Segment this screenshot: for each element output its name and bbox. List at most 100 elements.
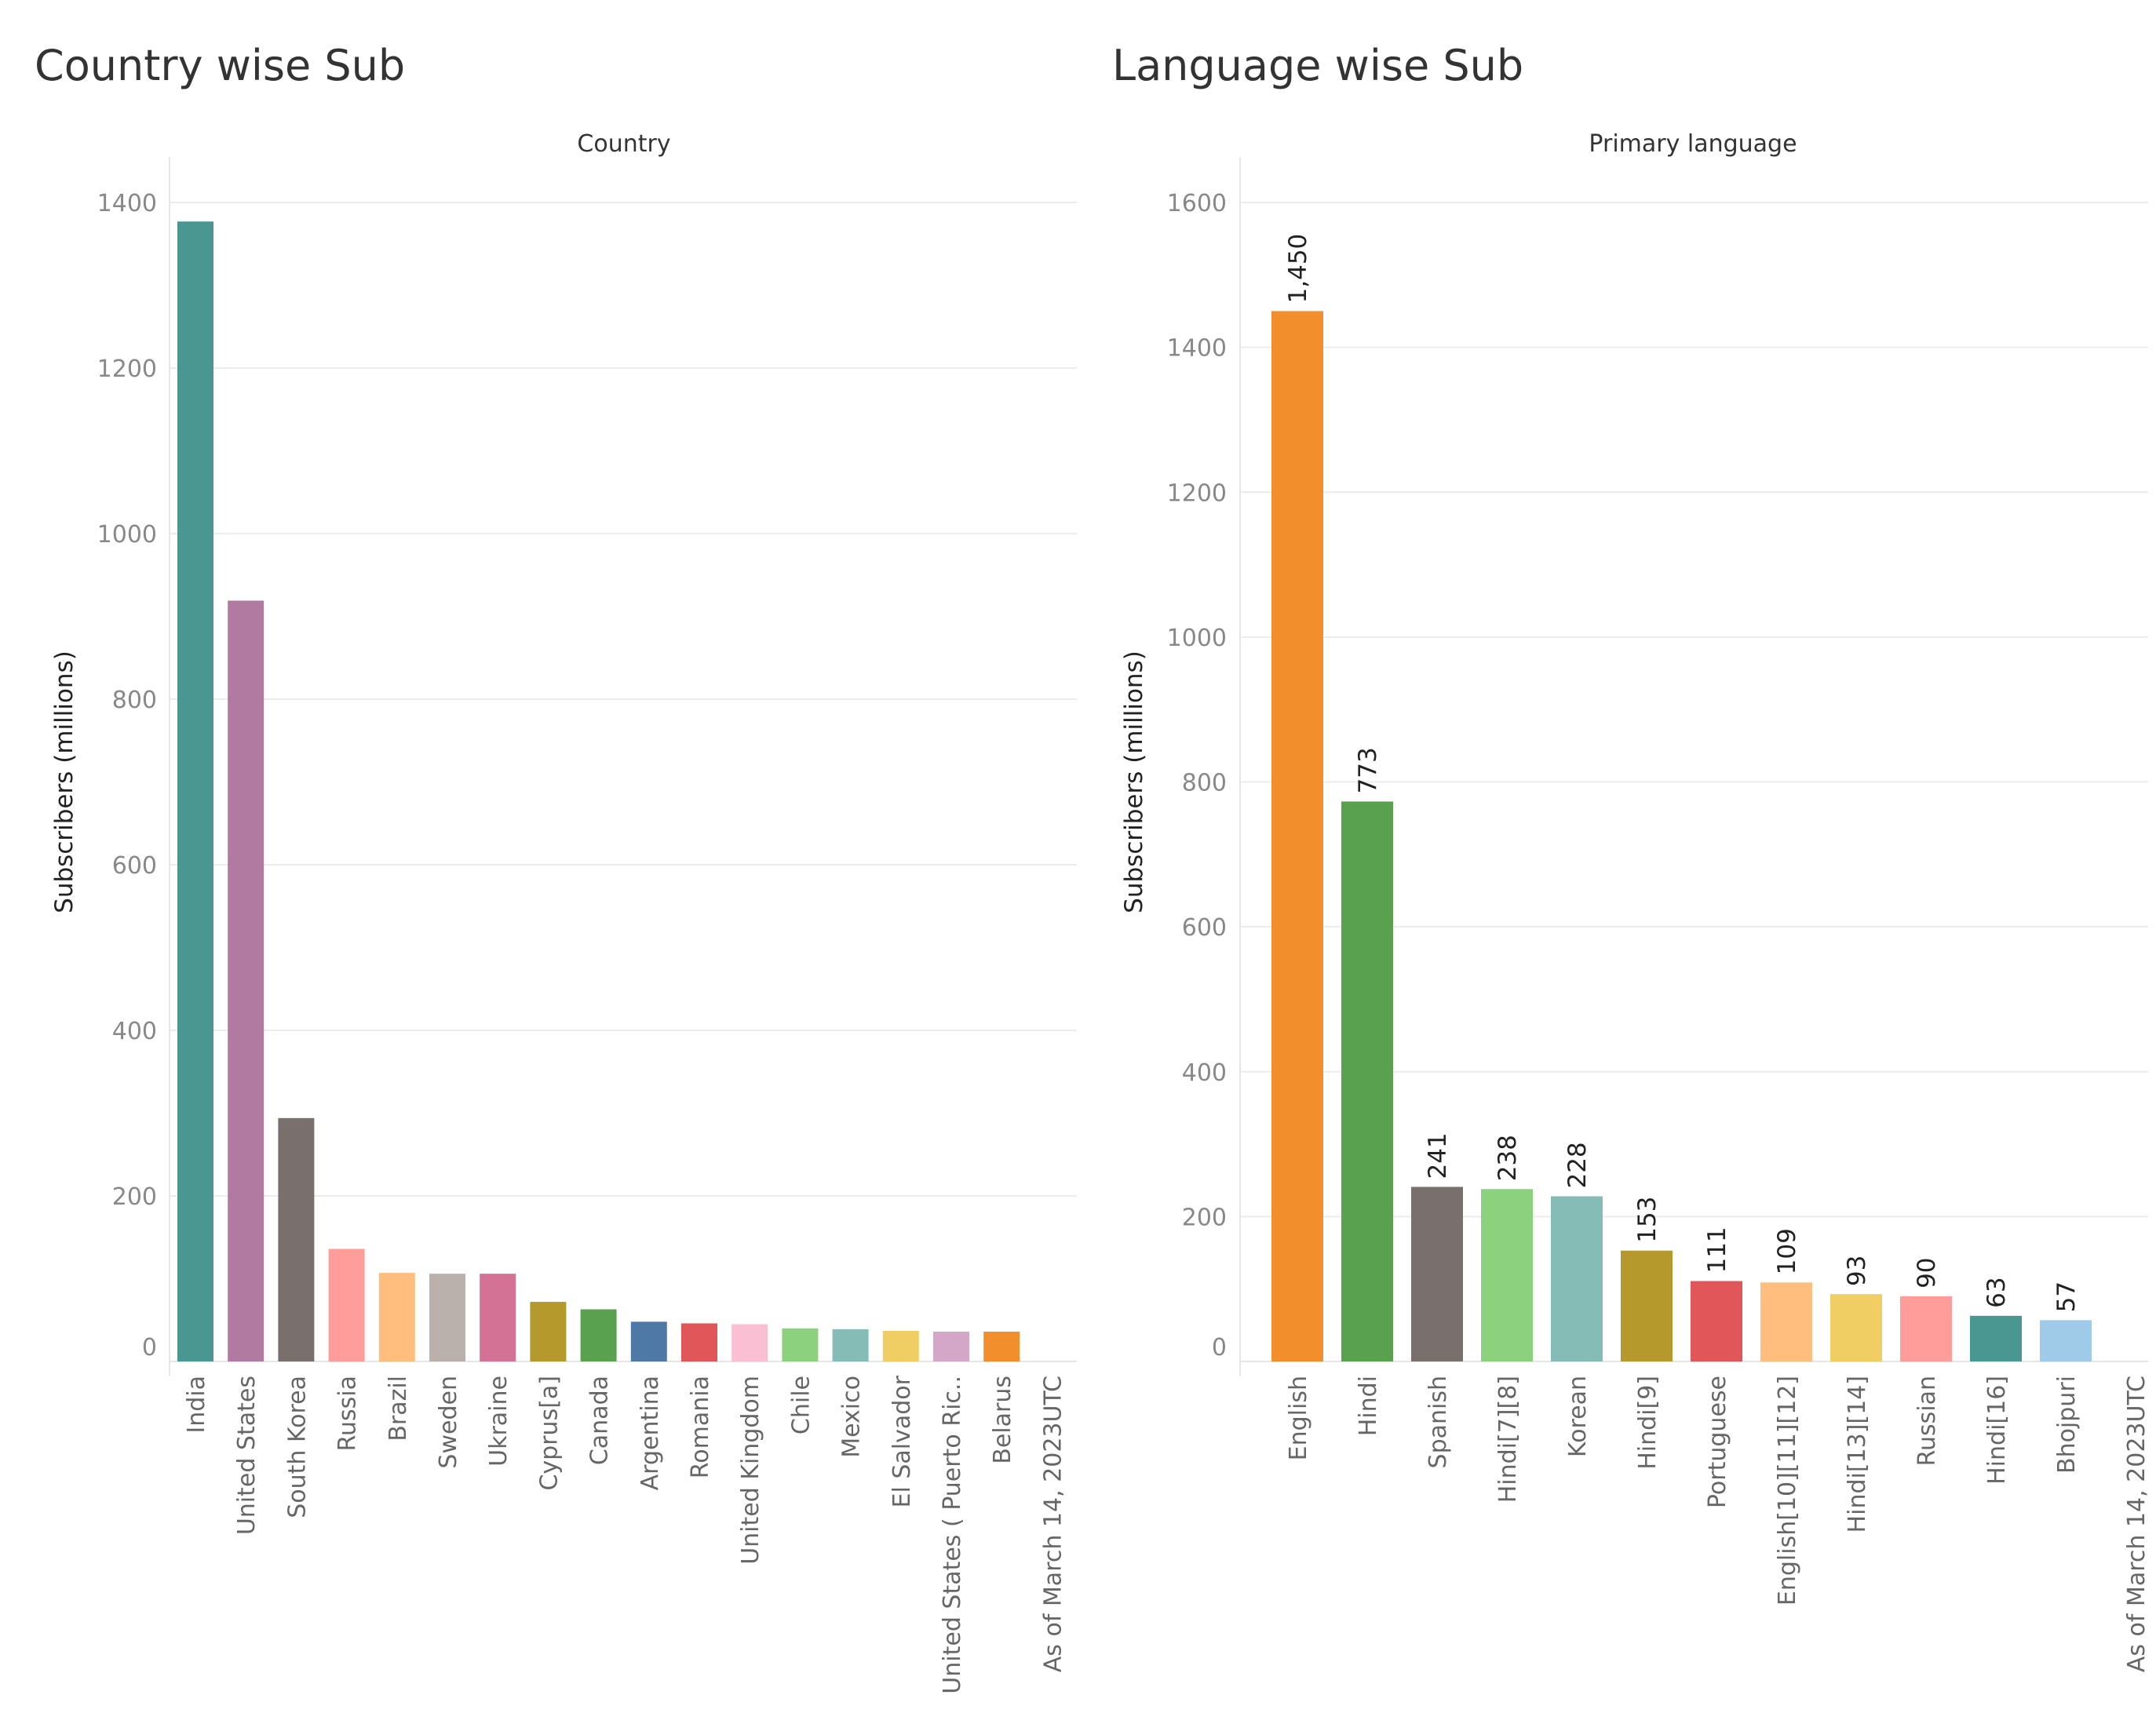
y-tick-label: 200 <box>112 1183 157 1211</box>
bar-english[interactable] <box>1271 311 1323 1361</box>
country-chart-panel: Country wise Sub Country Subscribers (mil… <box>35 41 1077 1694</box>
data-label: 228 <box>1563 1142 1592 1188</box>
bar-united-states[interactable] <box>228 600 264 1361</box>
y-tick-label: 1200 <box>97 355 157 383</box>
language-chart-panel: Language wise Sub Primary language Subscr… <box>1078 0 2156 1724</box>
y-tick-label: 1600 <box>1167 190 1227 217</box>
y-tick-label: 600 <box>1182 914 1227 942</box>
bar-hindi[interactable] <box>1341 801 1393 1361</box>
x-tick-label: Canada <box>586 1376 614 1465</box>
data-label: 57 <box>2052 1281 2081 1312</box>
bar-hindi-13-14[interactable] <box>1830 1294 1882 1361</box>
x-tick-label: English[10][11][12] <box>1774 1376 1801 1606</box>
y-tick-label: 0 <box>1212 1334 1227 1361</box>
y-tick-label: 0 <box>142 1334 157 1361</box>
x-tick-label: India <box>183 1376 210 1434</box>
bar-english-10-11-12[interactable] <box>1760 1282 1812 1361</box>
country-bar-chart: Country Subscribers (millions) 0 200 400 600 8… <box>50 130 1077 1694</box>
x-tick-label: Argentina <box>637 1376 664 1490</box>
y-tick-label: 1000 <box>97 521 157 549</box>
y-tick-label: 1000 <box>1167 625 1227 652</box>
country-chart-title: Country wise Sub <box>35 41 406 90</box>
bar-portuguese[interactable] <box>1691 1281 1742 1361</box>
x-tick-label: Russia <box>334 1376 362 1452</box>
bar-hindi-9[interactable] <box>1621 1250 1673 1361</box>
y-axis-title: Subscribers (millions) <box>1120 651 1148 913</box>
x-tick-label: Hindi[7][8] <box>1494 1376 1522 1503</box>
bar-hindi-7-8[interactable] <box>1481 1189 1533 1361</box>
y-tick-label: 200 <box>1182 1204 1227 1231</box>
language-bar-chart: Primary language Subscribers (millions) 0 2… <box>1120 130 2151 1672</box>
bar-spanish[interactable] <box>1411 1186 1463 1361</box>
y-tick-label: 800 <box>1182 770 1227 797</box>
x-tick-label: United States ( Puerto Ric.. <box>939 1376 966 1694</box>
x-tick-label: Korean <box>1564 1376 1592 1457</box>
x-tick-label: Spanish <box>1425 1376 1452 1468</box>
bar-sweden[interactable] <box>429 1274 465 1361</box>
data-label: 93 <box>1843 1256 1871 1286</box>
bar-india[interactable] <box>177 221 213 1361</box>
x-tick-label: Cyprus[a] <box>535 1376 563 1491</box>
bar-mexico[interactable] <box>832 1329 869 1361</box>
bar-korean[interactable] <box>1551 1196 1603 1361</box>
bar-chile[interactable] <box>782 1328 819 1361</box>
x-tick-label: Chile <box>787 1376 815 1434</box>
bar-cyprus-a[interactable] <box>530 1302 567 1361</box>
bar-brazil[interactable] <box>378 1273 415 1361</box>
y-tick-label: 600 <box>112 852 157 880</box>
data-label: 90 <box>1913 1257 1941 1288</box>
language-chart-title: Language wise Sub <box>1112 41 1524 90</box>
x-tick-label: Hindi[13][14] <box>1844 1376 1871 1533</box>
data-label: 241 <box>1424 1132 1452 1179</box>
y-tick-label: 1400 <box>1167 335 1227 363</box>
x-tick-label: Hindi[9] <box>1634 1376 1662 1470</box>
y-tick-label: 400 <box>1182 1059 1227 1087</box>
bar-russia[interactable] <box>328 1248 365 1361</box>
data-label: 109 <box>1773 1228 1801 1274</box>
x-tick-label: English <box>1285 1376 1312 1460</box>
y-axis-title: Subscribers (millions) <box>50 651 78 913</box>
data-label: 153 <box>1633 1197 1662 1243</box>
x-tick-label: Brazil <box>385 1376 412 1442</box>
bar-argentina[interactable] <box>630 1321 667 1361</box>
bar-el-salvador[interactable] <box>882 1330 919 1361</box>
column-header: Primary language <box>1589 130 1797 158</box>
y-tick-label: 800 <box>112 687 157 714</box>
x-tick-label: South Korea <box>283 1376 311 1518</box>
bar-united-states-puerto-ric[interactable] <box>933 1332 969 1361</box>
bar-hindi-16[interactable] <box>1970 1315 2022 1361</box>
x-tick-label: Sweden <box>435 1376 462 1469</box>
bar-russian[interactable] <box>1900 1296 1952 1361</box>
x-tick-label: United Kingdom <box>737 1376 764 1565</box>
x-tick-label: Belarus <box>989 1376 1016 1464</box>
bar-united-kingdom[interactable] <box>731 1324 768 1361</box>
x-tick-label: Bhojpuri <box>2053 1376 2081 1474</box>
x-tick-label: Hindi <box>1355 1376 1382 1436</box>
y-tick-label: 400 <box>112 1018 157 1045</box>
data-label: 238 <box>1494 1135 1522 1181</box>
y-tick-label: 1200 <box>1167 479 1227 507</box>
x-tick-label: El Salvador <box>888 1375 916 1507</box>
bar-ukraine[interactable] <box>480 1274 516 1361</box>
x-tick-label: Hindi[16] <box>1983 1376 2011 1485</box>
bar-canada[interactable] <box>580 1309 617 1361</box>
column-header: Country <box>577 130 670 158</box>
x-tick-label: Portuguese <box>1704 1376 1731 1508</box>
y-tick-label: 1400 <box>97 190 157 217</box>
bar-belarus[interactable] <box>983 1332 1020 1361</box>
x-tick-label: Romania <box>687 1376 714 1478</box>
data-label: 111 <box>1703 1226 1731 1273</box>
data-label: 1,450 <box>1284 234 1312 304</box>
x-tick-label: As of March 14, 2023UTC <box>1039 1376 1067 1672</box>
bar-south-korea[interactable] <box>278 1117 315 1361</box>
bar-bhojpuri[interactable] <box>2040 1320 2092 1361</box>
data-label: 63 <box>1983 1277 2011 1307</box>
x-tick-label: Mexico <box>838 1376 866 1458</box>
x-tick-label: Russian <box>1913 1376 1941 1467</box>
x-tick-label: As of March 14, 2023UTC <box>2123 1376 2151 1672</box>
x-tick-label: Ukraine <box>485 1376 513 1467</box>
x-tick-label: United States <box>233 1376 261 1535</box>
bar-romania[interactable] <box>681 1323 717 1361</box>
data-label: 773 <box>1354 747 1382 793</box>
